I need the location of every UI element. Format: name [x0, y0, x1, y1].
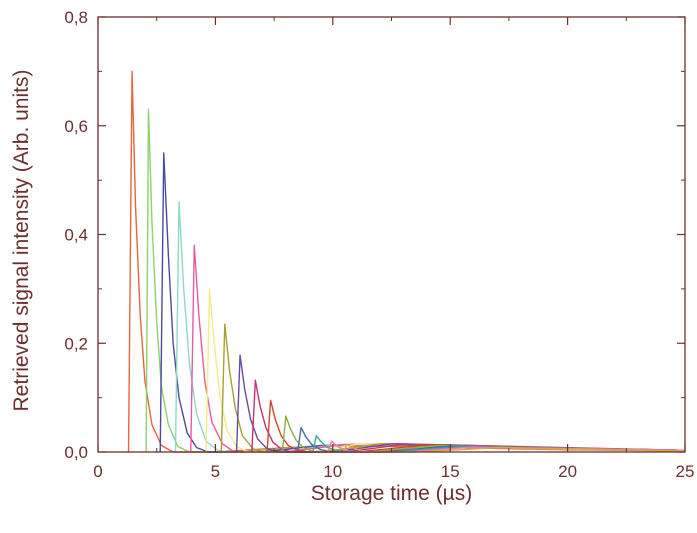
series-line-3 [159, 152, 686, 453]
x-tick-label: 5 [211, 462, 220, 481]
x-tick-label: 15 [441, 462, 460, 481]
y-tick-label: 0,8 [64, 8, 88, 27]
x-tick-label: 0 [93, 462, 102, 481]
x-tick-label: 20 [558, 462, 577, 481]
series-line-4 [174, 201, 686, 453]
plot-frame [97, 16, 686, 453]
y-tick-label: 0,0 [64, 443, 88, 462]
series-line-5 [190, 244, 686, 453]
x-tick-label: 10 [323, 462, 342, 481]
series-line-1 [127, 70, 686, 453]
series-line-10 [266, 399, 686, 453]
series-layer [127, 70, 686, 453]
x-axis-label: Storage time (µs) [311, 482, 472, 505]
series-line-9 [251, 379, 686, 453]
y-axis-label: Retrieved signal intensity (Arb. units) [10, 70, 33, 412]
x-tick-label: 25 [676, 462, 695, 481]
y-tick-label: 0,6 [64, 117, 88, 136]
y-tick-label: 0,2 [64, 334, 88, 353]
series-line-7 [220, 323, 686, 453]
axes-layer [97, 16, 686, 453]
ticks-layer: 0 5 10 15 20 25 0,0 0,2 0,4 0,6 0,8 [64, 8, 694, 481]
series-line-8 [235, 354, 686, 453]
y-tick-label: 0,4 [64, 226, 88, 245]
series-line-2 [145, 108, 686, 453]
